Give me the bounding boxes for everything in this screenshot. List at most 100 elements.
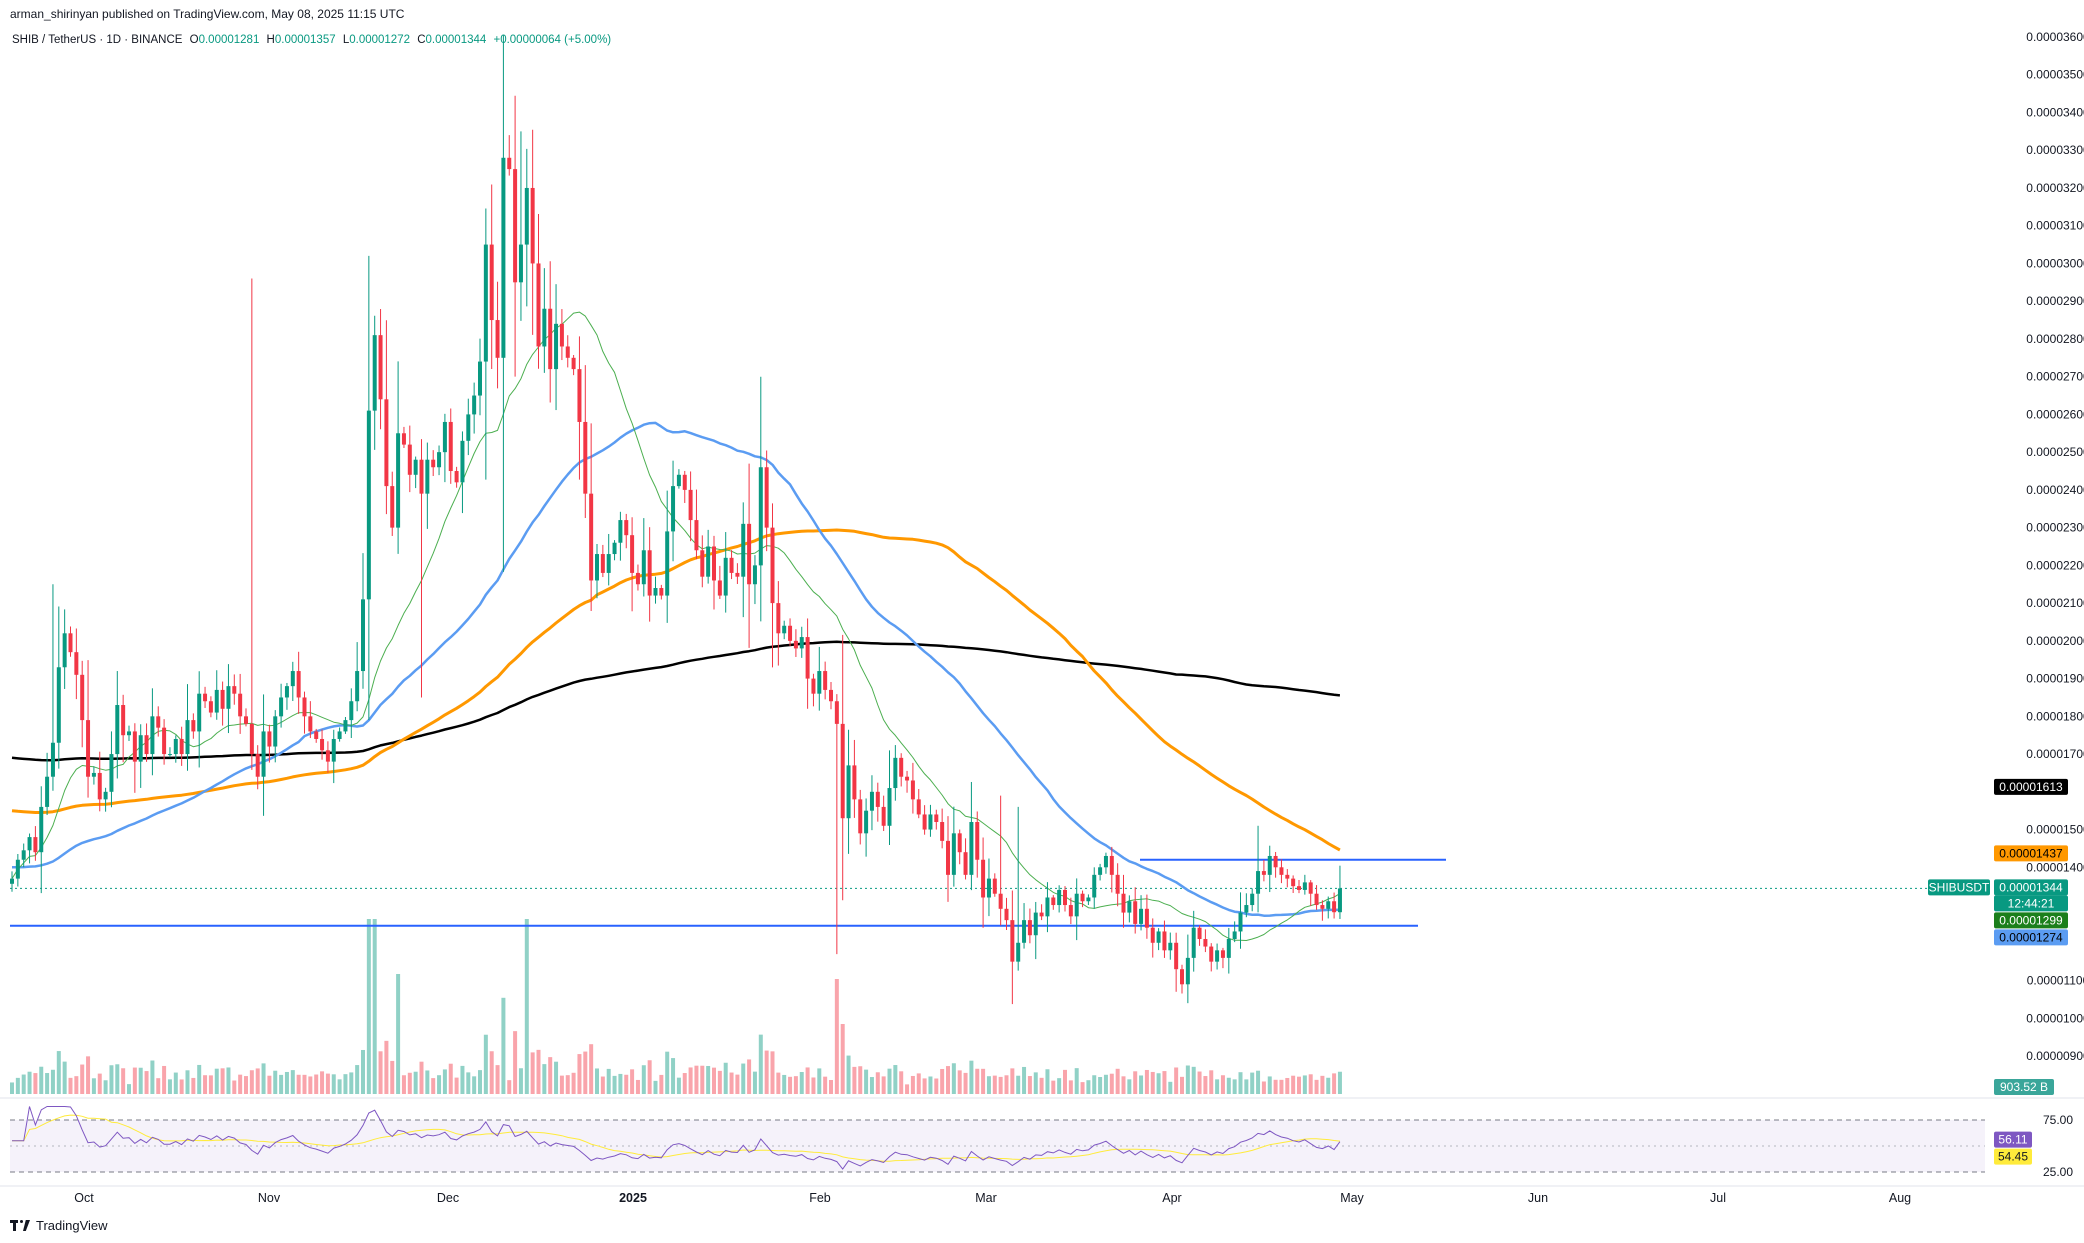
candle[interactable] [127,725,131,742]
candle[interactable] [167,747,172,758]
time-axis[interactable]: Oct Nov Dec 2025 Feb Mar Apr May Jun Jul Aug [74,1191,1911,1205]
candle[interactable] [1267,845,1272,893]
candle[interactable] [21,843,26,868]
candle[interactable] [770,503,775,668]
candle[interactable] [793,629,798,657]
candle[interactable] [992,873,997,897]
candle[interactable] [1337,865,1342,919]
candle[interactable] [138,724,143,788]
candle[interactable] [671,460,676,562]
candle[interactable] [817,646,822,711]
candle[interactable] [805,618,810,709]
candle[interactable] [1332,892,1337,919]
candle[interactable] [600,544,605,578]
candle[interactable] [121,694,126,763]
ma200-price-label[interactable]: 0.00001613 [1994,778,2068,795]
candle[interactable] [1273,851,1278,878]
candle[interactable] [62,609,67,689]
candle[interactable] [460,431,465,514]
candle[interactable] [1115,863,1120,907]
candle[interactable] [355,642,360,712]
candle[interactable] [1127,895,1132,923]
candle[interactable] [97,751,102,812]
ma50-price-label[interactable]: 0.00001274 [1994,929,2068,946]
candle[interactable] [559,309,564,361]
candle[interactable] [712,535,716,610]
candle[interactable] [1109,846,1114,893]
price-axis[interactable]: 0.00003600 0.00003500 0.00003400 0.00003300… [1928,30,2084,1095]
candle[interactable] [302,691,307,734]
footer-brand[interactable]: TradingView [10,1218,108,1233]
candle[interactable] [571,355,576,376]
candle[interactable] [132,723,137,793]
candle[interactable] [45,752,50,816]
candle[interactable] [86,660,91,798]
candle[interactable] [565,335,570,368]
candle[interactable] [191,713,196,739]
candle[interactable] [1244,893,1249,918]
ma100-price-label[interactable]: 0.00001437 [1994,845,2068,862]
candle[interactable] [1250,888,1255,912]
candle[interactable] [419,439,424,698]
candle[interactable] [583,365,588,518]
candle[interactable] [618,511,623,561]
candle[interactable] [489,184,494,370]
candle[interactable] [518,131,523,321]
candle[interactable] [741,502,746,618]
horizontal-levels[interactable] [10,858,1985,927]
candle[interactable] [501,35,506,572]
candle[interactable] [115,671,120,779]
candle[interactable] [834,694,839,955]
candle[interactable] [179,726,184,766]
candle[interactable] [641,518,646,597]
candle[interactable] [349,688,354,738]
candle[interactable] [1314,885,1319,910]
candle[interactable] [214,670,219,720]
candle[interactable] [162,719,167,765]
ma20-price-label[interactable]: 0.00001299 [1994,912,2068,929]
candle[interactable] [255,745,260,790]
candle[interactable] [68,626,73,657]
candle[interactable] [15,854,20,887]
candle[interactable] [454,466,459,488]
candle[interactable] [1057,885,1062,913]
candle[interactable] [109,731,114,808]
candle[interactable] [858,789,863,845]
candle[interactable] [899,753,904,787]
candle[interactable] [676,469,681,489]
candle[interactable] [290,661,295,702]
candle[interactable] [1261,859,1266,882]
candle[interactable] [963,838,968,880]
candle[interactable] [869,775,874,831]
candle[interactable] [951,806,956,887]
candle[interactable] [185,684,190,771]
candle[interactable] [706,529,711,584]
candle[interactable] [735,563,740,584]
candle[interactable] [548,261,553,403]
candle[interactable] [577,336,582,480]
candle[interactable] [273,710,278,763]
candle[interactable] [1103,852,1108,874]
candle[interactable] [700,535,705,588]
candle[interactable] [1027,908,1032,944]
candle[interactable] [887,750,892,846]
candle[interactable] [284,682,289,710]
candle[interactable] [969,781,974,891]
candle[interactable] [788,618,793,647]
candle[interactable] [829,681,833,710]
candle[interactable] [1256,825,1261,913]
candle[interactable] [1016,806,1021,971]
candle[interactable] [1226,927,1231,974]
candle[interactable] [472,382,477,434]
candle[interactable] [39,786,44,894]
candle[interactable] [197,671,202,768]
candle[interactable] [413,456,418,489]
candle[interactable] [1215,943,1220,970]
candle[interactable] [612,540,617,561]
candle[interactable] [530,129,535,335]
candle[interactable] [986,858,991,917]
candle[interactable] [156,706,161,737]
rsi-value-label[interactable]: 56.11 [1994,1131,2032,1148]
candle[interactable] [238,673,243,734]
